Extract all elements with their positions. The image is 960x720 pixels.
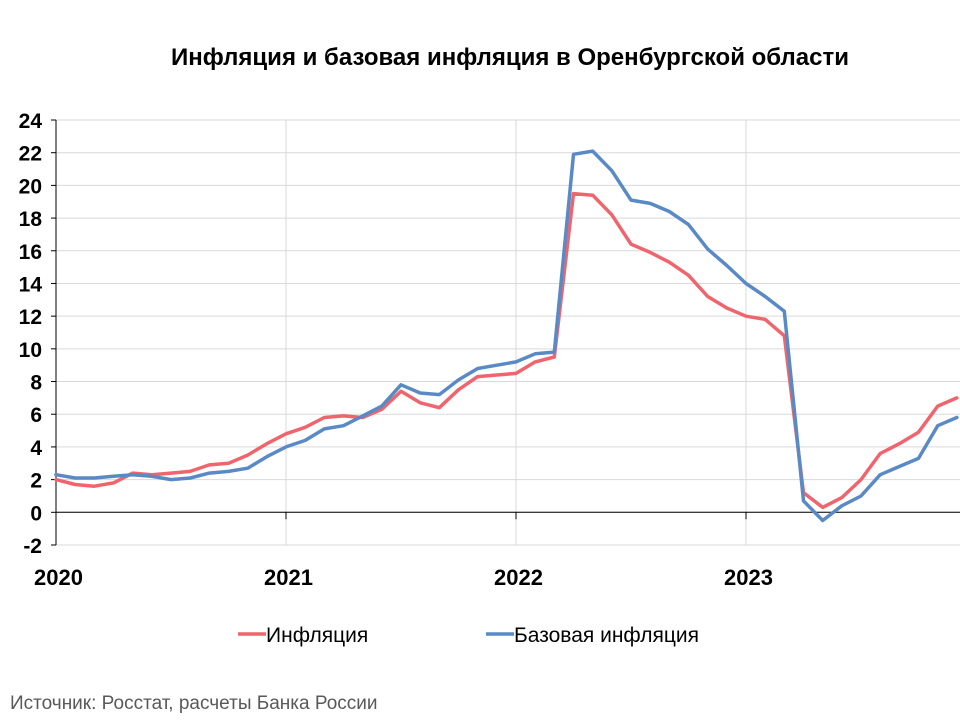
y-tick-label: 24 (19, 110, 43, 133)
legend-label-2: Базовая инфляция (514, 624, 699, 647)
y-tick-label: 8 (30, 372, 42, 395)
y-tick-label: -2 (23, 535, 42, 558)
source-note: Источник: Росстат, расчеты Банка России (10, 693, 378, 714)
x-tick-label: 2022 (494, 565, 543, 590)
y-tick-label: 4 (30, 437, 42, 460)
chart-title: Инфляция и базовая инфляция в Оренбургск… (171, 44, 849, 71)
y-tick-label: 18 (19, 208, 43, 231)
legend-label-1: Инфляция (266, 624, 368, 647)
y-tick-label: 12 (19, 306, 42, 329)
x-tick-labels: 2020 2021 2022 2023 (34, 565, 773, 590)
x-tick-label: 2021 (264, 565, 313, 590)
legend: Инфляция Базовая инфляция (238, 624, 699, 647)
y-tick-label: 14 (19, 273, 43, 296)
x-tick-label: 2020 (34, 565, 83, 590)
y-tick-label: 20 (19, 175, 42, 198)
y-tick-label: 0 (30, 502, 42, 525)
y-tick-label: 22 (19, 143, 42, 166)
y-tick-label: 16 (19, 241, 42, 264)
grid (55, 119, 960, 546)
y-tick-label: 2 (30, 470, 42, 493)
series-lines (54, 149, 959, 523)
axes (51, 119, 960, 546)
series-line-1 (54, 191, 959, 510)
y-tick-label: 6 (30, 404, 42, 427)
series-line-2 (54, 149, 959, 523)
y-tick-label: 10 (19, 339, 42, 362)
x-tick-label: 2023 (724, 565, 773, 590)
